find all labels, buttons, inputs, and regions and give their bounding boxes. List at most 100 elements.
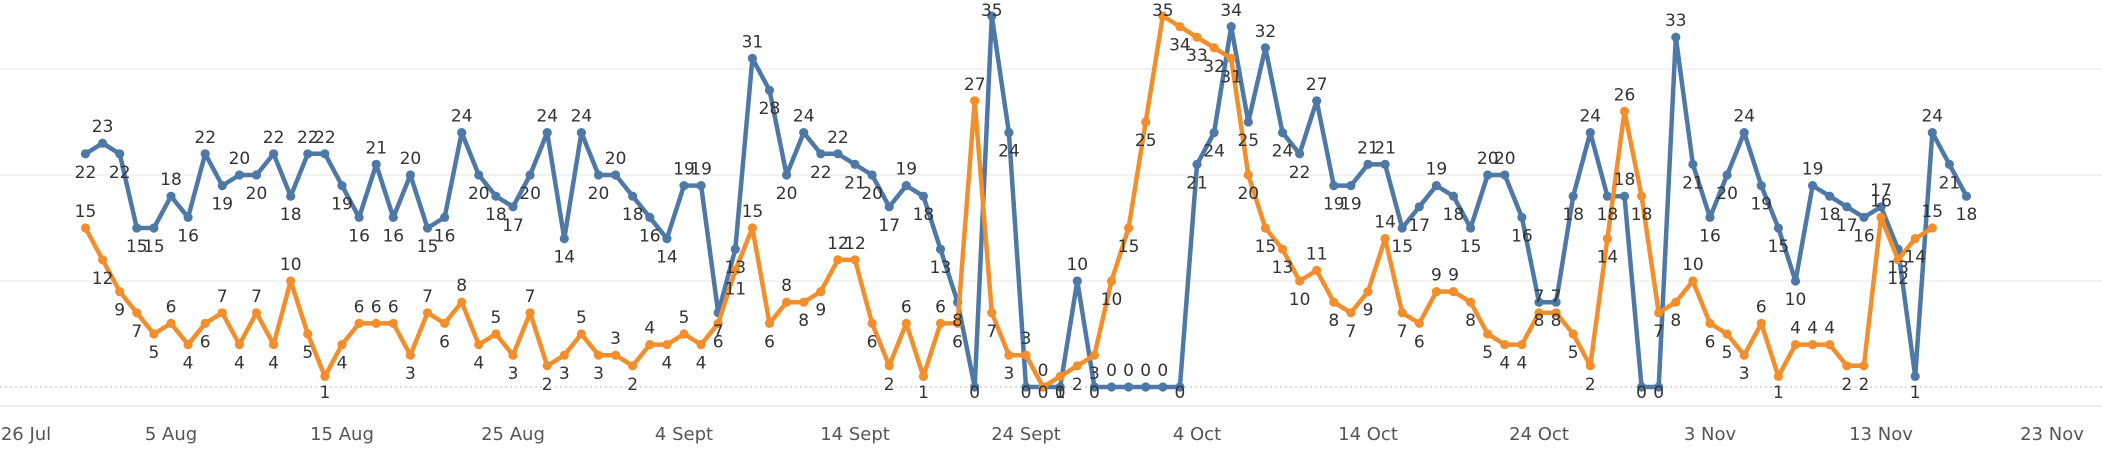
- data-label: 21: [1186, 173, 1208, 193]
- data-label: 9: [114, 301, 125, 321]
- x-tick-label: 25 Aug: [481, 424, 545, 445]
- data-point: [234, 170, 244, 180]
- data-point: [1175, 382, 1185, 392]
- data-point: [1055, 371, 1065, 381]
- data-label: 5: [490, 308, 501, 328]
- data-label: 21: [365, 138, 387, 158]
- data-label: 24: [451, 107, 473, 127]
- data-point: [867, 318, 877, 328]
- data-point: [953, 318, 963, 328]
- data-point: [1329, 181, 1339, 191]
- data-label: 15: [75, 202, 97, 222]
- data-label: 19: [1426, 160, 1448, 180]
- data-label: 2: [627, 375, 638, 395]
- data-point: [696, 181, 706, 191]
- data-label: 10: [1101, 290, 1123, 310]
- data-label: 20: [229, 149, 251, 169]
- data-point: [1346, 181, 1356, 191]
- data-label: 16: [1511, 226, 1533, 246]
- data-label: 20: [861, 184, 883, 204]
- data-point: [1825, 191, 1835, 201]
- data-label: 22: [75, 163, 97, 183]
- data-label: 25: [1135, 131, 1157, 151]
- data-point: [1671, 32, 1681, 42]
- data-point: [457, 128, 467, 138]
- data-point: [320, 371, 330, 381]
- data-point: [286, 191, 296, 201]
- data-point: [1431, 287, 1441, 297]
- data-point: [1637, 191, 1647, 201]
- data-label: 22: [1289, 163, 1311, 183]
- data-label: 16: [639, 226, 661, 246]
- data-label: 0: [1021, 383, 1032, 403]
- data-point: [1688, 276, 1698, 286]
- data-point: [1808, 340, 1818, 350]
- data-label: 32: [1203, 57, 1225, 77]
- data-point: [1637, 382, 1647, 392]
- data-point: [132, 308, 142, 318]
- data-label: 4: [1790, 319, 1801, 339]
- data-point: [833, 255, 843, 265]
- data-point: [901, 318, 911, 328]
- data-point: [764, 85, 775, 95]
- data-label: 20: [1494, 149, 1516, 169]
- data-label: 20: [1237, 184, 1259, 204]
- data-label: 3: [405, 364, 416, 384]
- data-point: [1671, 297, 1681, 307]
- data-label: 22: [263, 128, 285, 148]
- data-label: 3: [508, 364, 519, 384]
- data-label: 35: [1152, 1, 1174, 21]
- data-point: [337, 340, 347, 350]
- data-point: [354, 318, 364, 328]
- data-label: 0: [1038, 361, 1049, 381]
- data-point: [1192, 159, 1202, 169]
- data-point: [987, 11, 997, 21]
- data-point: [1260, 43, 1270, 53]
- data-point: [1209, 128, 1219, 138]
- data-label: 21: [1682, 173, 1704, 193]
- data-point: [474, 340, 484, 350]
- data-label: 14: [1597, 248, 1619, 268]
- data-point: [1602, 234, 1612, 244]
- data-point: [1004, 128, 1014, 138]
- data-label: 19: [673, 160, 695, 180]
- data-point: [1414, 202, 1424, 212]
- data-point: [1141, 382, 1151, 392]
- data-label: 19: [895, 160, 917, 180]
- data-point: [1021, 382, 1031, 392]
- data-label: 9: [1448, 266, 1459, 286]
- data-label: 15: [1391, 237, 1413, 257]
- data-point: [1363, 159, 1373, 169]
- data-point: [747, 223, 758, 233]
- data-point: [645, 212, 655, 222]
- data-point: [867, 170, 877, 180]
- data-point: [98, 255, 108, 265]
- data-point: [98, 138, 108, 148]
- data-point: [525, 170, 535, 180]
- data-label: 4: [234, 354, 245, 374]
- data-point: [422, 223, 433, 233]
- data-label: 12: [827, 234, 849, 254]
- data-label: 0: [1038, 383, 1049, 403]
- data-label: 5: [1722, 343, 1733, 363]
- data-label: 31: [742, 32, 764, 52]
- data-point: [1209, 43, 1219, 53]
- data-point: [679, 329, 689, 339]
- data-point: [1842, 361, 1852, 371]
- data-label: 16: [1699, 226, 1721, 246]
- data-point: [593, 350, 604, 360]
- data-point: [286, 276, 296, 286]
- data-point: [474, 170, 484, 180]
- data-point: [1329, 297, 1339, 307]
- data-point: [1346, 308, 1356, 318]
- data-label: 19: [1802, 160, 1824, 180]
- data-label: 7: [251, 287, 262, 307]
- data-point: [1568, 191, 1578, 201]
- data-point: [816, 287, 826, 297]
- data-point: [440, 212, 450, 222]
- data-point: [901, 181, 911, 191]
- data-point: [337, 181, 347, 191]
- data-label: 15: [742, 202, 764, 222]
- data-label: 19: [1323, 195, 1345, 215]
- data-label: 0: [1123, 361, 1134, 381]
